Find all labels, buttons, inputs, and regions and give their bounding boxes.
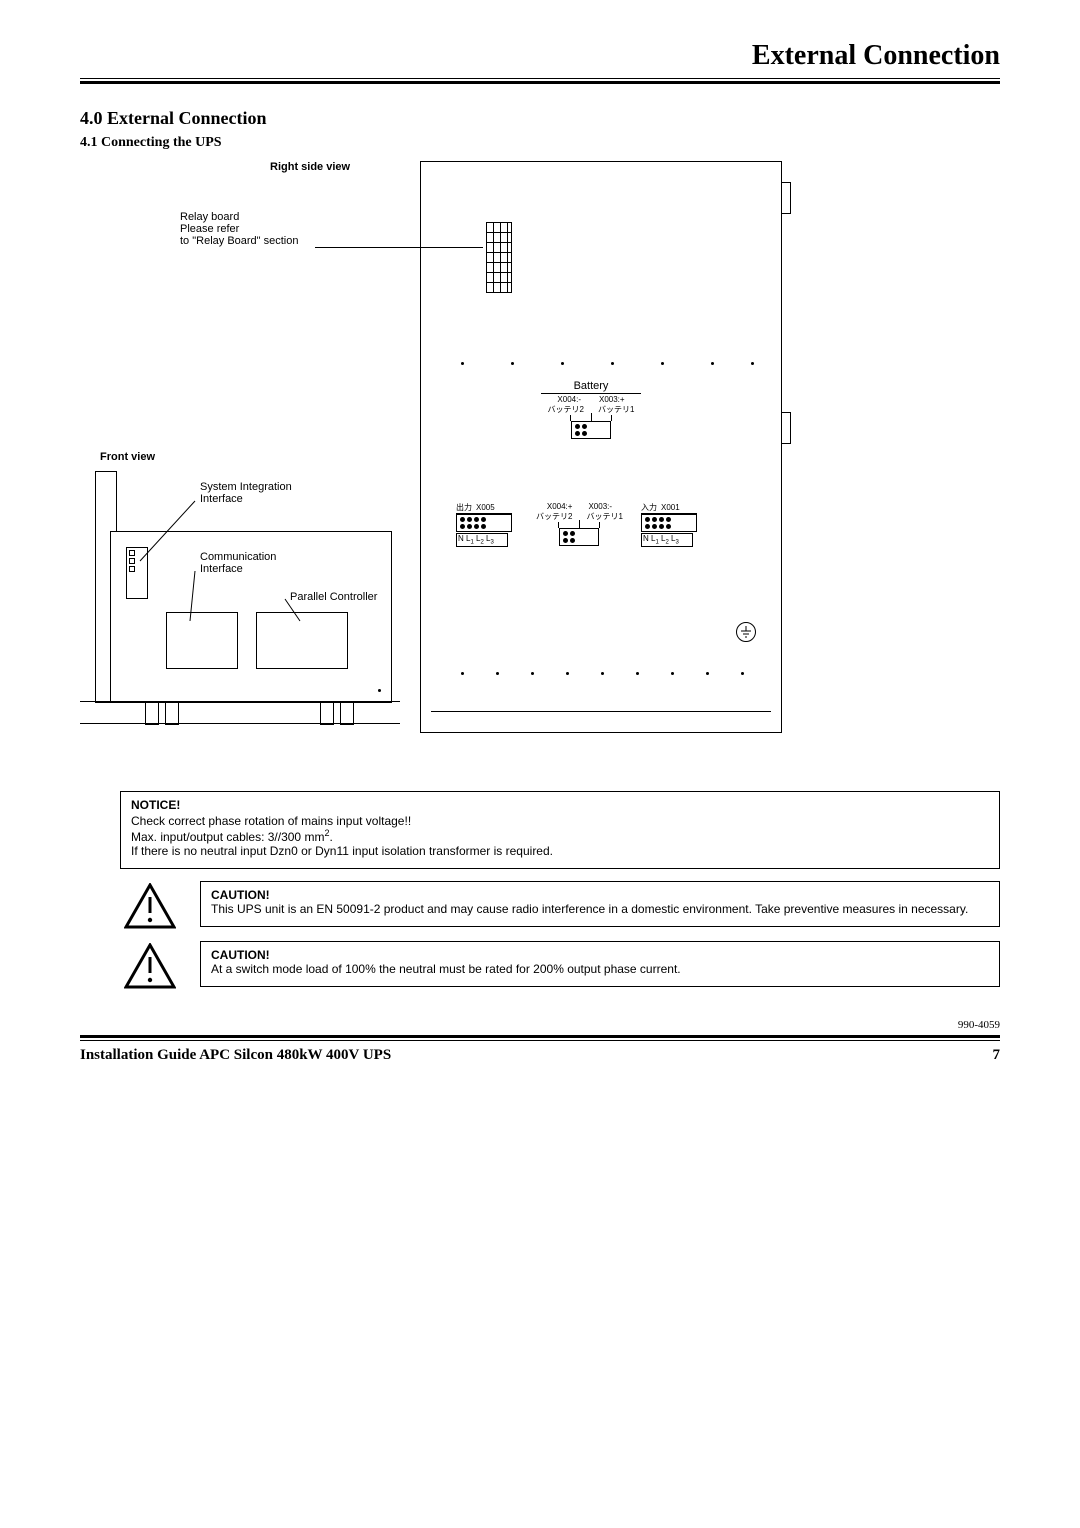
footer: Installation Guide APC Silcon 480kW 400V… [80, 1035, 1000, 1064]
leader-relay [315, 247, 483, 248]
middle-terminals: X004:+ X003:- バッテリ2 バッテリ1 [536, 502, 623, 546]
x004-plus-label: X004:+ [547, 502, 573, 511]
base-dot [601, 672, 604, 675]
mount-dot [561, 362, 564, 365]
front-panel-parallel [256, 612, 348, 669]
front-leg [340, 701, 354, 725]
mount-dot [751, 362, 754, 365]
output-pin-label: N L1 L2 L3 [456, 533, 508, 547]
front-leg [165, 701, 179, 725]
mount-dot [461, 362, 464, 365]
battery-section: Battery X004:- X003:+ バッテリ2 バッテリ1 [541, 380, 641, 439]
footer-page: 7 [993, 1047, 1001, 1064]
mount-dot [711, 362, 714, 365]
sys-int-line2: Interface [200, 493, 292, 505]
relay-line2: Please refer [180, 223, 298, 235]
hinge-top [781, 182, 791, 214]
header-rule-thick [80, 81, 1000, 84]
base-dot [496, 672, 499, 675]
x005-label: X005 [476, 503, 495, 512]
caution2-title: CAUTION! [211, 948, 989, 962]
front-leg [145, 701, 159, 725]
caution-box-2: CAUTION! At a switch mode load of 100% t… [200, 941, 1000, 987]
battery-terminals [571, 421, 611, 439]
front-dot [378, 689, 381, 692]
sys-int-callout: System Integration Interface [200, 481, 292, 505]
relay-line3: to "Relay Board" section [180, 235, 298, 247]
comm-callout: Communication Interface [200, 551, 276, 575]
input-terminals: 入力 X001 N L1 L2 L3 [641, 502, 697, 547]
output-jp-label: 出力 [456, 502, 472, 513]
base-dot [636, 672, 639, 675]
page-title: External Connection [752, 40, 1000, 71]
base-dot [566, 672, 569, 675]
battery1-label-2: バッテリ1 [586, 511, 622, 522]
notice-line3: If there is no neutral input Dzn0 or Dyn… [131, 844, 989, 858]
base-dot [706, 672, 709, 675]
front-leg [320, 701, 334, 725]
section-heading-4-1: 4.1 Connecting the UPS [80, 135, 1000, 151]
connection-diagram: Right side view Battery X004:- [120, 161, 1000, 781]
mount-dot [511, 362, 514, 365]
front-view-label: Front view [100, 451, 155, 463]
hinge-mid [781, 412, 791, 444]
relay-board-callout: Relay board Please refer to "Relay Board… [180, 211, 298, 247]
battery1-label: バッテリ1 [598, 404, 634, 415]
base-line [431, 711, 771, 712]
notice-box: NOTICE! Check correct phase rotation of … [120, 791, 1000, 869]
caution2-text: At a switch mode load of 100% the neutra… [211, 962, 989, 976]
parallel-callout: Parallel Controller [290, 591, 377, 603]
notice-line1: Check correct phase rotation of mains in… [131, 814, 989, 828]
mount-dot [611, 362, 614, 365]
battery2-label-2: バッテリ2 [536, 511, 572, 522]
x003-minus-label: X003:- [588, 502, 612, 511]
notice-title: NOTICE! [131, 798, 989, 812]
header-rule-thin [80, 78, 1000, 79]
base-dot [461, 672, 464, 675]
comm-line1: Communication [200, 551, 276, 563]
notice-line2: Max. input/output cables: 3//300 mm2. [131, 828, 989, 844]
right-side-view-label: Right side view [270, 161, 350, 173]
base-dot [671, 672, 674, 675]
mount-dot [661, 362, 664, 365]
battery2-label: バッテリ2 [548, 404, 584, 415]
sys-int-line1: System Integration [200, 481, 292, 493]
x004-minus-label: X004:- [557, 395, 581, 404]
caution1-text: This UPS unit is an EN 50091-2 product a… [211, 902, 989, 916]
document-number: 990-4059 [80, 1019, 1000, 1031]
input-pin-label: N L1 L2 L3 [641, 533, 693, 547]
front-panel-comm [126, 547, 148, 599]
base-dot [531, 672, 534, 675]
x003-plus-label: X003:+ [599, 395, 625, 404]
caution-box-1: CAUTION! This UPS unit is an EN 50091-2 … [200, 881, 1000, 927]
input-jp-label: 入力 [641, 502, 657, 513]
footer-title: Installation Guide APC Silcon 480kW 400V… [80, 1047, 391, 1064]
x001-label: X001 [661, 503, 680, 512]
footer-rule-thin [80, 1040, 1000, 1041]
relay-board-block [486, 222, 512, 293]
comm-line2: Interface [200, 563, 276, 575]
caution-icon [120, 881, 180, 929]
output-terminals: 出力 X005 N L1 L2 L3 [456, 502, 512, 547]
front-floor [80, 723, 400, 724]
header-title-wrap: External Connection [80, 40, 1000, 72]
caution-icon [120, 941, 180, 989]
section-heading-4-0: 4.0 External Connection [80, 108, 1000, 129]
relay-line1: Relay board [180, 211, 298, 223]
caution1-title: CAUTION! [211, 888, 989, 902]
front-panel-sys [166, 612, 238, 669]
battery-label: Battery [541, 380, 641, 392]
footer-rule-thick [80, 1035, 1000, 1038]
base-dot [741, 672, 744, 675]
ground-symbol [736, 622, 756, 642]
